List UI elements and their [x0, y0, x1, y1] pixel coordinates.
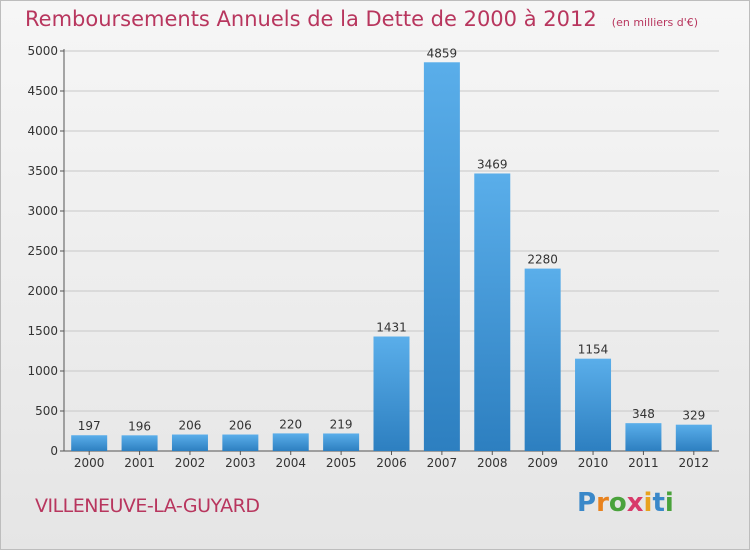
y-tick-label: 3000: [27, 204, 58, 218]
y-tick-label: 1000: [27, 364, 58, 378]
data-label-2007: 4859: [427, 46, 458, 60]
data-label-2005: 219: [330, 417, 353, 431]
city-name: VILLENEUVE-LA-GUYARD: [35, 495, 260, 517]
data-label-2011: 348: [632, 407, 655, 421]
x-tick-label-2004: 2004: [275, 456, 306, 470]
logo-letter: x: [626, 488, 644, 518]
data-label-2012: 329: [682, 409, 705, 423]
y-tick-label: 5000: [27, 44, 58, 58]
bar-2004[interactable]: [272, 433, 309, 451]
x-tick-label-2005: 2005: [326, 456, 357, 470]
y-tick-label: 0: [50, 444, 58, 458]
x-tick-label-2006: 2006: [376, 456, 407, 470]
x-tick-label-2007: 2007: [427, 456, 458, 470]
chart-title: Remboursements Annuels de la Dette de 20…: [25, 7, 597, 31]
data-label-2006: 1431: [376, 321, 407, 335]
data-label-2002: 206: [179, 419, 202, 433]
logo-letter: o: [608, 488, 627, 518]
y-tick-label: 4500: [27, 84, 58, 98]
bar-2007[interactable]: [423, 62, 460, 451]
bar-2000[interactable]: [71, 435, 108, 451]
bar-2005[interactable]: [323, 433, 360, 451]
logo-letter: i: [664, 488, 674, 518]
y-tick-label: 3500: [27, 164, 58, 178]
y-tick-label: 2500: [27, 244, 58, 258]
x-tick-label-2010: 2010: [578, 456, 609, 470]
data-label-2008: 3469: [477, 157, 508, 171]
data-label-2003: 206: [229, 419, 252, 433]
bar-2008[interactable]: [474, 173, 511, 452]
logo-letter: r: [596, 488, 609, 518]
data-label-2010: 1154: [578, 343, 609, 357]
x-tick-label-2000: 2000: [74, 456, 105, 470]
x-tick-label-2001: 2001: [124, 456, 155, 470]
logo-letter: P: [577, 488, 597, 518]
chart-subtitle: (en milliers d'€): [611, 16, 699, 29]
y-tick-label: 500: [35, 404, 58, 418]
labels: 0 500 1000 1500 2000 2500 3000 3500 4000 4500 5000…: [27, 44, 709, 470]
x-tick-label-2002: 2002: [175, 456, 206, 470]
x-tick-label-2003: 2003: [225, 456, 256, 470]
y-tick-label: 2000: [27, 284, 58, 298]
x-tick-label-2011: 2011: [628, 456, 659, 470]
proxiti-logo[interactable]: Proxiti: [577, 488, 674, 518]
x-tick-label-2008: 2008: [477, 456, 508, 470]
data-label-2000: 197: [78, 419, 101, 433]
data-label-2004: 220: [279, 417, 302, 431]
data-label-2001: 196: [128, 419, 151, 433]
bar-2002[interactable]: [171, 434, 208, 451]
bar-2006[interactable]: [373, 336, 410, 451]
bar-2012[interactable]: [675, 424, 712, 451]
bar-2001[interactable]: [121, 435, 158, 451]
title-row: Remboursements Annuels de la Dette de 20…: [25, 7, 698, 31]
bar-2003[interactable]: [222, 434, 259, 451]
x-tick-label-2012: 2012: [679, 456, 710, 470]
bar-2011[interactable]: [625, 423, 662, 451]
bars: [71, 62, 712, 452]
data-label-2009: 2280: [527, 253, 558, 267]
bar-2010[interactable]: [575, 358, 612, 451]
logo-letter: t: [652, 488, 665, 518]
y-tick-label: 4000: [27, 124, 58, 138]
y-tick-label: 1500: [27, 324, 58, 338]
x-tick-label-2009: 2009: [527, 456, 558, 470]
bar-2009[interactable]: [524, 268, 561, 451]
logo-letter: i: [643, 488, 653, 518]
